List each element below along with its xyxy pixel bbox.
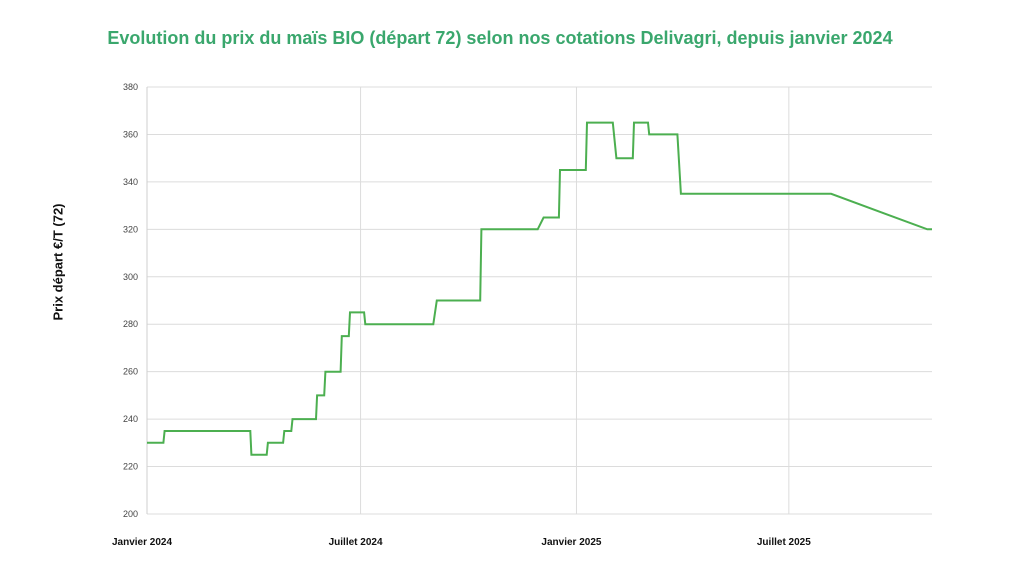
x-tick-label: Janvier 2024 — [112, 537, 172, 548]
y-tick-label: 320 — [123, 224, 138, 234]
y-tick-label: 220 — [123, 462, 138, 472]
x-tick-label: Juillet 2024 — [329, 537, 383, 548]
series-line — [147, 121, 932, 456]
chart-title: Evolution du prix du maïs BIO (départ 72… — [107, 28, 893, 48]
y-tick-label: 360 — [123, 129, 138, 139]
y-tick-label: 260 — [123, 367, 138, 377]
y-tick-label: 200 — [123, 509, 138, 519]
y-tick-label: 240 — [123, 414, 138, 424]
y-tick-label: 280 — [123, 319, 138, 329]
x-tick-label: Janvier 2025 — [541, 537, 601, 548]
y-tick-label: 380 — [123, 82, 138, 92]
y-tick-label: 340 — [123, 177, 138, 187]
y-tick-label: 300 — [123, 272, 138, 282]
x-tick-label: Juillet 2025 — [757, 537, 811, 548]
